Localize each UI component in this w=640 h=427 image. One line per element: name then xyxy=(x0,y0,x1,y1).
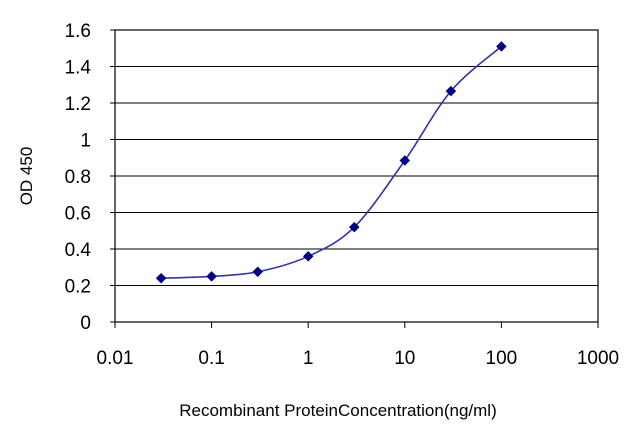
data-point xyxy=(399,155,411,166)
x-tick-label: 100 xyxy=(486,348,518,369)
data-point xyxy=(252,266,264,278)
x-tick-label: 0.01 xyxy=(97,348,134,369)
x-tick-label: 1000 xyxy=(577,348,619,369)
y-tick-label: 0.4 xyxy=(65,240,92,261)
y-tick-label: 1.6 xyxy=(65,21,91,42)
y-axis-label: OD 450 xyxy=(17,147,36,206)
y-tick-label: 0 xyxy=(80,313,91,334)
data-point xyxy=(445,85,457,97)
data-point xyxy=(496,41,507,52)
x-tick-label: 0.1 xyxy=(198,348,224,369)
y-axis: 0 0.2 0.4 0.6 0.8 1 1.2 1.4 1.6 xyxy=(65,21,115,334)
y-tick-label: 1.4 xyxy=(65,58,92,79)
data-series xyxy=(155,41,507,284)
data-point xyxy=(348,221,360,233)
x-tick-label: 10 xyxy=(394,348,415,369)
y-tick-label: 1 xyxy=(80,131,91,152)
y-tick-label: 1.2 xyxy=(65,94,91,115)
gridlines xyxy=(115,65,598,287)
x-axis: 0.01 0.1 1 10 100 1000 xyxy=(97,322,619,369)
data-point xyxy=(155,272,167,284)
x-tick-label: 1 xyxy=(303,348,314,369)
x-axis-label: Recombinant ProteinConcentration(ng/ml) xyxy=(179,401,497,420)
y-tick-label: 0.8 xyxy=(65,167,91,188)
y-tick-label: 0.6 xyxy=(65,204,91,225)
data-point xyxy=(206,271,217,282)
y-tick-label: 0.2 xyxy=(65,277,91,298)
data-point xyxy=(302,250,314,262)
series-line xyxy=(161,45,502,279)
